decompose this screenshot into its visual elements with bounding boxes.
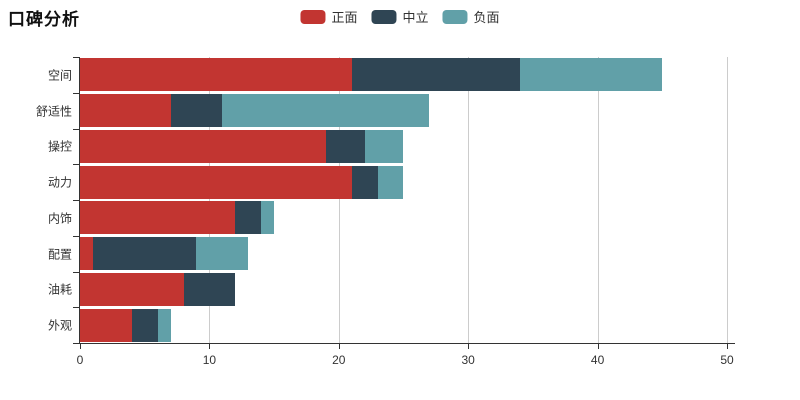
x-axis-tick-label: 40 bbox=[590, 353, 605, 367]
gridline-x-50 bbox=[727, 57, 728, 343]
x-axis-tick bbox=[597, 344, 599, 349]
legend-item-正面[interactable]: 正面 bbox=[300, 7, 357, 26]
category-label-操控: 操控 bbox=[47, 139, 72, 154]
y-axis-tick bbox=[73, 164, 79, 166]
category-label-空间: 空间 bbox=[47, 68, 72, 83]
legend-swatch-icon bbox=[371, 9, 397, 24]
x-axis-tick-label: 20 bbox=[332, 353, 346, 367]
bar-row-空间 bbox=[80, 58, 727, 92]
x-axis-tick bbox=[338, 344, 340, 349]
x-axis-tick bbox=[209, 344, 211, 349]
bar-segment-正面 bbox=[80, 308, 132, 342]
y-axis-tick bbox=[73, 307, 79, 309]
legend-label: 负面 bbox=[473, 10, 500, 25]
bar-segment-负面 bbox=[364, 129, 404, 163]
chart-title: 口碑分析 bbox=[8, 10, 80, 29]
y-axis-tick bbox=[73, 57, 79, 58]
category-label-外观: 外观 bbox=[47, 318, 72, 333]
bar-segment-正面 bbox=[80, 58, 352, 92]
bar-segment-中立 bbox=[235, 201, 262, 235]
bar-segment-中立 bbox=[351, 165, 378, 199]
x-axis-tick-label: 30 bbox=[461, 353, 475, 367]
legend-item-负面[interactable]: 负面 bbox=[442, 7, 500, 26]
bar-row-操控 bbox=[80, 129, 727, 163]
legend-swatch-icon bbox=[442, 9, 468, 24]
gridline-x-30 bbox=[468, 57, 470, 343]
plot-area: 0 10 20 30 40 50 bbox=[73, 57, 735, 367]
bar-segment-负面 bbox=[196, 237, 249, 271]
bar-row-动力 bbox=[80, 165, 727, 199]
bar-segment-中立 bbox=[183, 272, 236, 306]
x-axis-tick-label: 50 bbox=[720, 353, 734, 367]
y-axis-tick bbox=[73, 128, 79, 130]
legend-label: 中立 bbox=[402, 10, 429, 25]
y-axis-tick bbox=[73, 200, 79, 201]
category-label-油耗: 油耗 bbox=[47, 282, 72, 297]
bar-segment-负面 bbox=[261, 201, 275, 235]
legend-item-中立[interactable]: 中立 bbox=[371, 7, 429, 26]
category-label-配置: 配置 bbox=[47, 247, 72, 262]
gridline-x-20 bbox=[338, 57, 340, 343]
bar-segment-正面 bbox=[80, 201, 236, 235]
x-axis-tick bbox=[468, 344, 470, 349]
x-axis-line bbox=[79, 343, 735, 344]
gridline-x-10 bbox=[209, 57, 211, 343]
x-axis-tick-label: 0 bbox=[76, 353, 84, 367]
legend-swatch-icon bbox=[300, 9, 326, 24]
bar-row-舒适性 bbox=[80, 94, 727, 128]
y-axis-tick bbox=[73, 92, 79, 94]
bar-segment-中立 bbox=[92, 237, 197, 271]
bar-row-油耗 bbox=[80, 272, 727, 306]
x-axis-tick bbox=[727, 344, 728, 349]
x-axis-tick bbox=[80, 344, 81, 349]
y-axis-line bbox=[79, 57, 80, 344]
category-label-内饰: 内饰 bbox=[47, 211, 72, 226]
y-axis-tick bbox=[73, 235, 79, 237]
bar-segment-负面 bbox=[377, 165, 404, 199]
category-label-舒适性: 舒适性 bbox=[35, 104, 72, 119]
y-axis-tick bbox=[73, 343, 79, 344]
bar-segment-中立 bbox=[325, 129, 365, 163]
bar-segment-正面 bbox=[80, 129, 326, 163]
y-axis-tick bbox=[73, 271, 79, 273]
gridline-x-40 bbox=[597, 57, 599, 343]
category-label-动力: 动力 bbox=[47, 175, 72, 190]
bar-segment-正面 bbox=[80, 165, 352, 199]
bar-segment-正面 bbox=[80, 94, 171, 128]
bar-row-外观 bbox=[80, 308, 727, 342]
bar-segment-负面 bbox=[157, 308, 171, 342]
bar-segment-中立 bbox=[170, 94, 223, 128]
x-axis-tick-label: 10 bbox=[202, 353, 217, 367]
bar-segment-中立 bbox=[351, 58, 520, 92]
bar-row-配置 bbox=[80, 237, 727, 271]
legend-label: 正面 bbox=[331, 10, 358, 25]
bar-segment-中立 bbox=[131, 308, 158, 342]
bar-segment-正面 bbox=[80, 272, 184, 306]
bar-segment-正面 bbox=[80, 237, 93, 271]
bar-row-内饰 bbox=[80, 201, 727, 235]
bar-segment-负面 bbox=[222, 94, 430, 128]
legend: 正面 中立 负面 bbox=[300, 7, 500, 26]
bar-segment-负面 bbox=[519, 58, 663, 92]
